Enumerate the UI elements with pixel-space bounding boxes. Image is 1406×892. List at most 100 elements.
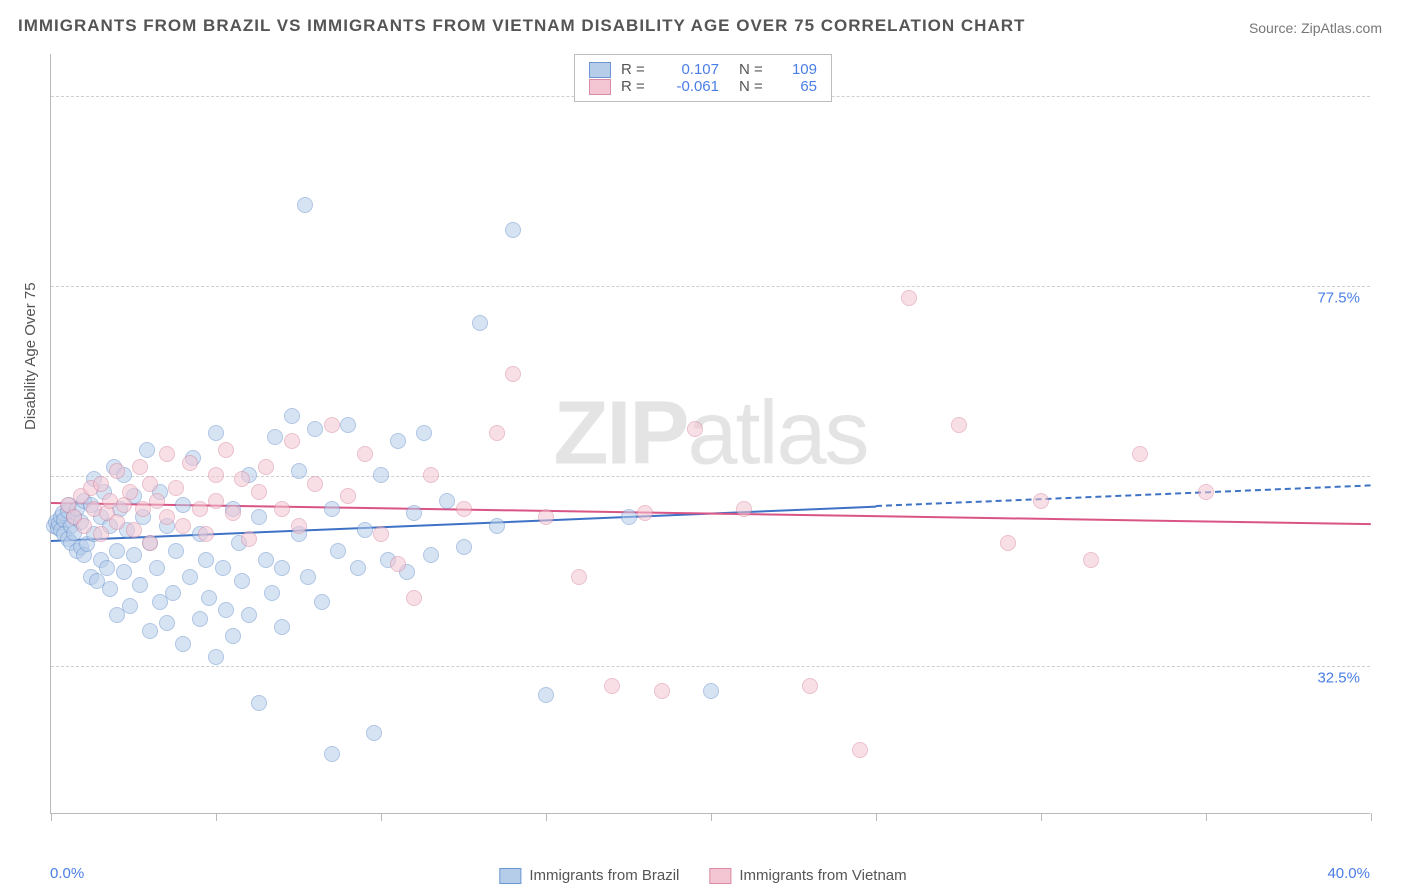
data-point bbox=[357, 446, 373, 462]
data-point bbox=[182, 569, 198, 585]
data-point bbox=[258, 552, 274, 568]
data-point bbox=[99, 560, 115, 576]
chart-title: IMMIGRANTS FROM BRAZIL VS IMMIGRANTS FRO… bbox=[18, 16, 1025, 36]
data-point bbox=[198, 526, 214, 542]
data-point bbox=[192, 501, 208, 517]
data-point bbox=[274, 560, 290, 576]
x-tick bbox=[1041, 813, 1042, 821]
r-value: 0.107 bbox=[659, 61, 719, 78]
data-point bbox=[604, 678, 620, 694]
source-label: Source: ZipAtlas.com bbox=[1249, 20, 1382, 36]
data-point bbox=[314, 594, 330, 610]
x-tick bbox=[51, 813, 52, 821]
legend-swatch bbox=[589, 79, 611, 95]
data-point bbox=[126, 547, 142, 563]
legend-swatch bbox=[709, 868, 731, 884]
data-point bbox=[93, 526, 109, 542]
data-point bbox=[637, 505, 653, 521]
n-label: N = bbox=[739, 78, 767, 95]
n-value: 65 bbox=[777, 78, 817, 95]
data-point bbox=[1033, 493, 1049, 509]
data-point bbox=[165, 585, 181, 601]
data-point bbox=[324, 746, 340, 762]
y-axis-title: Disability Age Over 75 bbox=[22, 282, 39, 430]
data-point bbox=[208, 649, 224, 665]
data-point bbox=[538, 509, 554, 525]
data-point bbox=[373, 467, 389, 483]
data-point bbox=[132, 577, 148, 593]
data-point bbox=[122, 598, 138, 614]
data-point bbox=[703, 683, 719, 699]
data-point bbox=[307, 476, 323, 492]
data-point bbox=[109, 543, 125, 559]
data-point bbox=[291, 463, 307, 479]
correlation-legend: R =0.107N =109R =-0.061N =65 bbox=[574, 54, 832, 102]
data-point bbox=[234, 471, 250, 487]
x-tick bbox=[381, 813, 382, 821]
data-point bbox=[182, 455, 198, 471]
x-tick bbox=[876, 813, 877, 821]
data-point bbox=[168, 543, 184, 559]
data-point bbox=[175, 636, 191, 652]
data-point bbox=[390, 433, 406, 449]
data-point bbox=[208, 425, 224, 441]
legend-label: Immigrants from Brazil bbox=[529, 867, 679, 884]
data-point bbox=[456, 501, 472, 517]
data-point bbox=[284, 433, 300, 449]
data-point bbox=[621, 509, 637, 525]
data-point bbox=[423, 547, 439, 563]
series-legend: Immigrants from Brazil Immigrants from Vi… bbox=[499, 867, 906, 884]
legend-row: R =0.107N =109 bbox=[589, 61, 817, 78]
data-point bbox=[215, 560, 231, 576]
data-point bbox=[489, 425, 505, 441]
data-point bbox=[241, 607, 257, 623]
data-point bbox=[149, 493, 165, 509]
data-point bbox=[132, 459, 148, 475]
data-point bbox=[142, 623, 158, 639]
data-point bbox=[234, 573, 250, 589]
data-point bbox=[218, 442, 234, 458]
x-tick bbox=[1371, 813, 1372, 821]
data-point bbox=[1000, 535, 1016, 551]
data-point bbox=[1083, 552, 1099, 568]
data-point bbox=[241, 531, 257, 547]
data-point bbox=[505, 366, 521, 382]
x-tick bbox=[216, 813, 217, 821]
data-point bbox=[218, 602, 234, 618]
data-point bbox=[406, 505, 422, 521]
data-point bbox=[258, 459, 274, 475]
data-point bbox=[1132, 446, 1148, 462]
n-value: 109 bbox=[777, 61, 817, 78]
data-point bbox=[350, 560, 366, 576]
data-point bbox=[416, 425, 432, 441]
legend-label: Immigrants from Vietnam bbox=[739, 867, 906, 884]
data-point bbox=[324, 417, 340, 433]
data-point bbox=[274, 619, 290, 635]
data-point bbox=[142, 535, 158, 551]
data-point bbox=[159, 509, 175, 525]
x-axis-max-label: 40.0% bbox=[1327, 865, 1370, 882]
legend-item: Immigrants from Brazil bbox=[499, 867, 679, 884]
data-point bbox=[192, 611, 208, 627]
data-point bbox=[208, 493, 224, 509]
data-point bbox=[901, 290, 917, 306]
data-point bbox=[142, 476, 158, 492]
data-point bbox=[538, 687, 554, 703]
data-point bbox=[505, 222, 521, 238]
data-point bbox=[340, 488, 356, 504]
data-point bbox=[390, 556, 406, 572]
data-point bbox=[116, 564, 132, 580]
data-point bbox=[324, 501, 340, 517]
data-point bbox=[267, 429, 283, 445]
data-point bbox=[472, 315, 488, 331]
data-point bbox=[264, 585, 280, 601]
data-point bbox=[366, 725, 382, 741]
data-point bbox=[439, 493, 455, 509]
data-point bbox=[736, 501, 752, 517]
n-label: N = bbox=[739, 61, 767, 78]
data-point bbox=[373, 526, 389, 542]
data-point bbox=[489, 518, 505, 534]
data-point bbox=[406, 590, 422, 606]
data-point bbox=[175, 497, 191, 513]
legend-swatch bbox=[589, 62, 611, 78]
